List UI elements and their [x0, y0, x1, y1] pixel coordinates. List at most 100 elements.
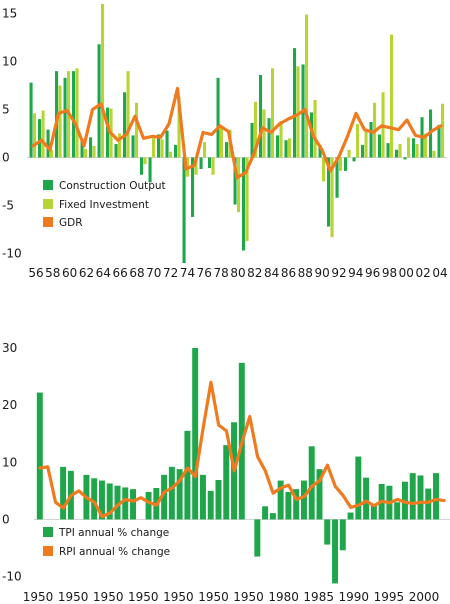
top-bar-fixed-investment — [271, 68, 275, 158]
top-bar-fixed-investment — [262, 109, 266, 158]
top-x-tick-label: 62 — [79, 266, 94, 280]
bot-bar-tpi-annual-change — [130, 489, 137, 520]
top-bar-fixed-investment — [41, 110, 45, 158]
bot-bar-tpi-annual-change — [176, 469, 183, 520]
bot-bar-tpi-annual-change — [114, 485, 121, 520]
top-bar-fixed-investment — [237, 157, 241, 213]
bot-bar-tpi-annual-change — [145, 492, 152, 520]
top-x-tick-label: 00 — [399, 266, 414, 280]
bot-bar-tpi-annual-change — [293, 489, 300, 520]
top-bar-fixed-investment — [279, 121, 283, 158]
bot-bar-tpi-annual-change — [161, 474, 168, 520]
top-bar-construction-output — [327, 157, 331, 227]
top-bars — [29, 4, 445, 263]
top-bar-construction-output — [199, 157, 203, 169]
top-bar-construction-output — [437, 124, 441, 158]
top-x-tick-label: 90 — [315, 266, 330, 280]
legend-swatch-construction-output — [43, 180, 53, 190]
top-bar-construction-output — [233, 157, 237, 205]
top-bar-construction-output — [369, 121, 373, 158]
top-bar-construction-output — [276, 135, 280, 158]
bot-bar-tpi-annual-change — [106, 483, 113, 520]
top-bar-fixed-investment — [288, 138, 292, 158]
top-bar-fixed-investment — [135, 102, 139, 158]
top-bar-construction-output — [106, 107, 110, 158]
top-bar-fixed-investment — [339, 157, 343, 171]
top-x-tick-label: 86 — [281, 266, 296, 280]
top-gdr-line-group — [31, 86, 443, 180]
top-bar-fixed-investment — [407, 137, 411, 158]
top-bar-fixed-investment — [92, 145, 96, 158]
bottom-bars — [36, 348, 440, 584]
bot-bar-tpi-annual-change — [363, 477, 370, 520]
bot-bar-tpi-annual-change — [254, 519, 261, 557]
top-bar-fixed-investment — [364, 128, 368, 158]
top-bar-fixed-investment — [126, 71, 130, 158]
top-bar-construction-output — [412, 138, 416, 158]
top-bar-construction-output — [38, 119, 42, 158]
top-bar-construction-output — [293, 48, 297, 158]
top-bar-construction-output — [63, 77, 67, 158]
top-x-tick-label: 64 — [96, 266, 111, 280]
top-y-axis-ticks: 15 10 5 0 -5 -10 — [2, 7, 22, 261]
top-x-tick-label: 02 — [416, 266, 431, 280]
top-bar-construction-output — [344, 157, 348, 171]
top-legend: Construction Output Fixed Investment GDR — [43, 180, 166, 229]
legend-swatch-gdr — [43, 217, 53, 227]
top-bar-construction-output — [242, 157, 246, 251]
bot-bar-tpi-annual-change — [285, 492, 292, 520]
top-bar-fixed-investment — [152, 138, 156, 158]
top-bar-construction-output — [174, 145, 178, 158]
top-x-tick-label: 84 — [264, 266, 279, 280]
top-bar-fixed-investment — [313, 99, 317, 158]
top-bar-construction-output — [182, 157, 186, 263]
bottom-x-axis-ticks: 1950 1950 1950 1950 1950 1950 1950 1980 1985 1990… — [23, 590, 440, 604]
top-x-tick-label: 94 — [348, 266, 363, 280]
top-bar-fixed-investment — [254, 101, 258, 158]
top-bar-construction-output — [148, 157, 152, 183]
bot-bar-tpi-annual-change — [215, 480, 222, 520]
bot-bar-tpi-annual-change — [207, 490, 214, 520]
bot-x-tick-label: 1950 — [58, 590, 89, 604]
bot-bar-tpi-annual-change — [269, 513, 276, 520]
bot-x-tick-label: 1985 — [303, 590, 334, 604]
legend-label-gdr: GDR — [59, 217, 83, 229]
top-y-tick-label: 5 — [2, 103, 10, 117]
top-x-tick-label: 82 — [247, 266, 262, 280]
top-bar-fixed-investment — [245, 157, 249, 241]
top-bar-fixed-investment — [194, 157, 198, 175]
top-x-tick-label: 60 — [62, 266, 77, 280]
top-bar-fixed-investment — [415, 144, 419, 158]
legend-swatch-rpi — [43, 546, 53, 556]
bottom-rpi-line-group — [38, 380, 446, 519]
bot-bar-tpi-annual-change — [308, 446, 315, 520]
top-bar-fixed-investment — [203, 142, 207, 158]
top-bar-fixed-investment — [322, 157, 326, 182]
bot-bar-tpi-annual-change — [324, 519, 331, 545]
bot-bar-tpi-annual-change — [36, 392, 43, 520]
top-bar-fixed-investment — [143, 157, 147, 165]
bot-y-tick-label: 0 — [2, 512, 10, 526]
bot-bar-tpi-annual-change — [339, 519, 346, 551]
top-x-tick-label: 74 — [180, 266, 195, 280]
top-y-tick-label: 0 — [2, 150, 10, 164]
top-x-tick-label: 04 — [432, 266, 447, 280]
bot-bar-tpi-annual-change — [433, 473, 440, 520]
bot-bar-tpi-annual-change — [192, 348, 199, 520]
top-bar-fixed-investment — [356, 123, 360, 158]
bot-x-tick-label: 1950 — [163, 590, 194, 604]
top-bar-fixed-investment — [160, 139, 164, 158]
top-bar-construction-output — [191, 157, 195, 217]
top-bar-fixed-investment — [211, 157, 215, 175]
top-bar-construction-output — [352, 157, 356, 162]
top-x-tick-label: 96 — [365, 266, 380, 280]
top-x-axis-ticks: 56 58 60 62 64 66 68 70 72 74 76 78 80 82 84 86 88 90 92 94… — [28, 266, 447, 280]
top-bar-fixed-investment — [424, 133, 428, 158]
bot-bar-tpi-annual-change — [168, 466, 175, 520]
bot-bar-tpi-annual-change — [91, 478, 98, 520]
bot-bar-tpi-annual-change — [370, 505, 377, 520]
top-bar-fixed-investment — [84, 148, 88, 158]
bot-x-tick-label: 1995 — [374, 590, 405, 604]
bot-bar-tpi-annual-change — [122, 487, 129, 520]
